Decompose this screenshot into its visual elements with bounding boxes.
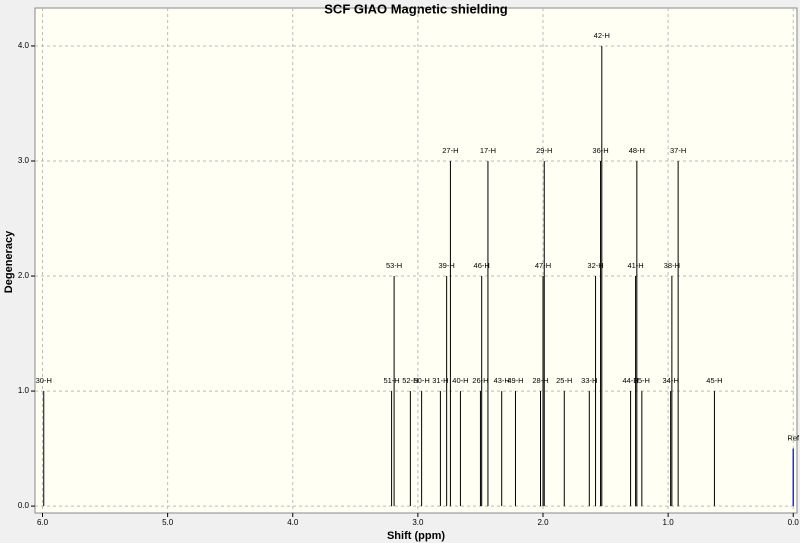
peak-label: 26-H [472,376,488,385]
peak-label: 29-H [536,146,552,155]
peak-label: 49-H [507,376,523,385]
peak-label: 33-H [581,376,597,385]
x-tick-label: 1.0 [663,518,675,527]
peak-label: 52-H [402,376,418,385]
peak-label: 17-H [480,146,496,155]
x-tick-label: 6.0 [37,518,49,527]
y-tick-label: 2.0 [18,271,30,280]
x-tick-label: 3.0 [412,518,424,527]
peak-label: 32-H [587,261,603,270]
x-tick-label: 2.0 [537,518,549,527]
y-tick-label: 3.0 [18,156,30,165]
reference-label: Ref [787,434,800,443]
x-tick-label: 0.0 [788,518,800,527]
x-axis-label: Shift (ppm) [387,530,445,542]
peak-label: 30-H [36,376,52,385]
peak-label: 41-H [627,261,643,270]
peak-label: 31-H [432,376,448,385]
x-tick-label: 5.0 [162,518,174,527]
peak-label: 45-H [706,376,722,385]
peak-label: 40-H [452,376,468,385]
peak-label: 28-H [532,376,548,385]
y-tick-label: 4.0 [18,41,30,50]
peak-label: 46-H [474,261,490,270]
peak-label: 27-H [442,146,458,155]
peak-label: 42-H [594,31,610,40]
peak-label: 38-H [664,261,680,270]
peak-label: 25-H [556,376,572,385]
peak-label: 53-H [386,261,402,270]
y-tick-label: 1.0 [18,386,30,395]
peak-label: 39-H [439,261,455,270]
chart-title: SCF GIAO Magnetic shielding [324,1,508,16]
peak-label: 50-H [413,376,429,385]
peak-label: 48-H [629,146,645,155]
x-tick-label: 4.0 [287,518,299,527]
peak-label: 44-H [622,376,638,385]
peak-label: 43-H [494,376,510,385]
y-axis-label: Degeneracy [3,230,15,293]
peak-label: 51-H [383,376,399,385]
y-tick-label: 0.0 [18,501,30,510]
peak-label: 34-H [662,376,678,385]
peak-label: 36-H [592,146,608,155]
plot-area [34,7,798,514]
peak-label: 47-H [535,261,551,270]
peak-label: 37-H [670,146,686,155]
peak-label: 35-H [634,376,650,385]
